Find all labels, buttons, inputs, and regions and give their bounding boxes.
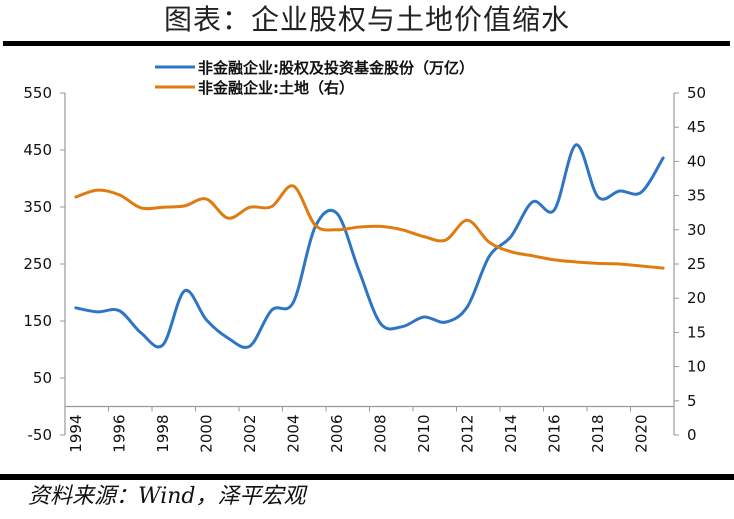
x-tick-label: 2016 [545,415,563,453]
legend: 非金融企业:股权及投资基金股份（万亿） 非金融企业:土地（右） [155,59,474,97]
right-y-tick-label: 15 [687,323,706,341]
x-tick-label: 2004 [284,415,302,453]
right-y-tick-label: 20 [687,289,706,307]
left-y-tick-label: -50 [28,426,53,444]
x-tick-label: 2008 [371,415,389,453]
x-tick-label: 2010 [415,415,433,453]
right-y-tick-label: 0 [687,426,697,444]
series-line-equity [74,143,665,349]
bottom-divider [0,474,734,480]
page-title: 图表：企业股权与土地价值缩水 [163,3,570,36]
right-y-tick-label: 50 [687,84,706,102]
x-tick-label: 2020 [632,415,650,453]
right-y-tick-label: 25 [687,255,706,273]
series-line-land [74,184,665,270]
x-tick-label: 2012 [458,415,476,453]
x-tick-label: 2006 [328,415,346,453]
left-y-tick-label: 150 [23,312,52,330]
x-tick-label: 1996 [110,415,128,453]
right-y-tick-label: 45 [687,118,706,136]
right-y-tick-label: 10 [687,358,706,376]
legend-label-land: 非金融企业:土地（右） [198,79,354,97]
chart: -50 50 150 250 350 450 550 0 5 10 15 20 25 30 35 40 45 50… [23,59,706,453]
source-note: 资料来源：Wind，泽平宏观 [28,484,306,509]
x-tick-label: 1994 [67,415,85,453]
left-y-tick-label: 550 [23,84,52,102]
right-y-tick-label: 35 [687,187,706,205]
x-tick-label: 2018 [589,415,607,453]
x-tick-label: 2000 [197,415,215,453]
top-divider [3,41,730,46]
left-y-tick-label: 250 [23,255,52,273]
left-y-tick-label: 350 [23,198,52,216]
left-y-tick-label: 450 [23,141,52,159]
x-tick-label: 2002 [241,415,259,453]
x-tick-label: 2014 [502,415,520,453]
legend-label-equity: 非金融企业:股权及投资基金股份（万亿） [198,59,474,77]
right-y-tick-label: 40 [687,152,706,170]
x-tick-label: 1998 [154,415,172,453]
right-y-tick-label: 5 [687,392,697,410]
left-y-tick-label: 50 [33,369,52,387]
right-y-tick-label: 30 [687,221,706,239]
